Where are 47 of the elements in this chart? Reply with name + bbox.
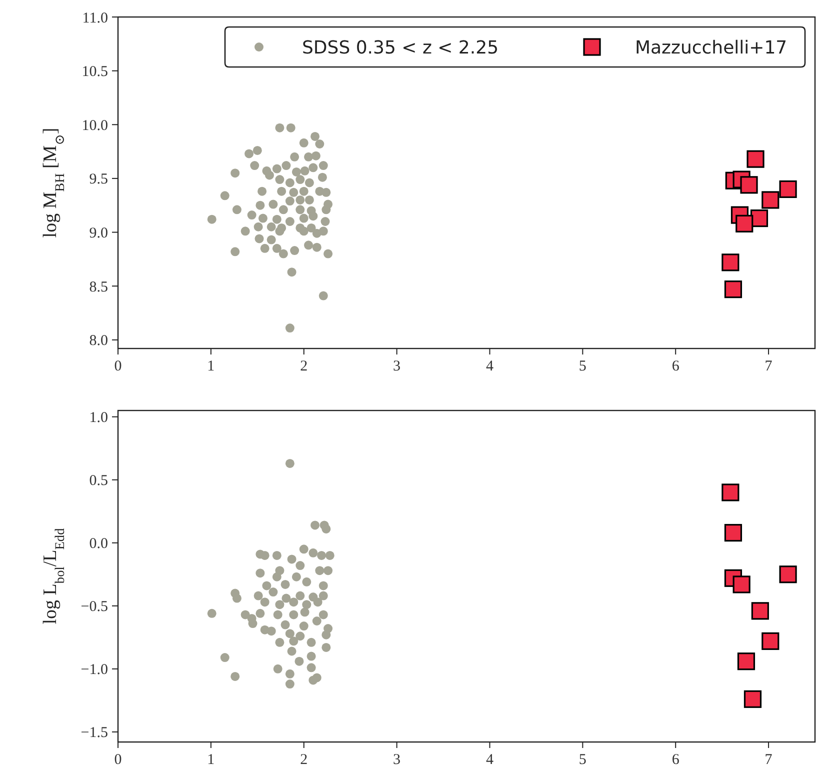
point [746,150,764,168]
point [779,566,797,584]
point [737,652,756,670]
x-tick-label: 2 [300,752,308,768]
x-tick-label: 4 [486,358,494,374]
y-tick-label: −0.5 [80,599,108,616]
y-tick-label: 9.0 [89,226,108,242]
x-tick-label: 0 [114,358,122,374]
point [762,632,780,650]
y-tick-label: 0.0 [89,536,108,552]
x-tick-label: 2 [300,358,308,374]
x-tick-label: 3 [393,358,401,374]
x-tick-label: 1 [207,358,215,374]
x-tick-label: 7 [764,752,773,768]
point [751,602,769,620]
y-tick-label: 0.5 [89,473,108,490]
y-tick-label: −1.5 [80,725,108,742]
x-tick-label: 4 [486,752,494,768]
x-tick-label: 5 [578,358,586,374]
y-tick-label: 8.5 [89,279,108,296]
point [722,254,740,272]
x-tick-label: 5 [578,752,586,768]
y-tick-label: 10.0 [82,118,108,134]
point [736,214,754,232]
point [732,576,750,594]
y-tick-label: −1.0 [80,662,108,678]
x-tick-label: 0 [114,752,122,768]
x-tick-label: 3 [393,752,401,768]
y-tick-label: 10.5 [82,64,108,80]
x-tick-label: 6 [672,358,680,374]
point [779,180,797,198]
y-tick-label: 1.0 [89,410,108,426]
legend-label: Mazzucchelli+17 [635,37,788,58]
point [724,524,742,542]
point [724,280,742,298]
y-tick-label: 9.5 [89,172,108,188]
point [740,176,758,194]
point [750,209,768,228]
point [722,484,740,502]
x-tick-label: 7 [764,358,773,374]
x-tick-label: 1 [207,752,215,768]
y-tick-label: 11.0 [82,10,108,26]
point [744,690,762,708]
legend-label: SDSS 0.35 < z < 2.25 [302,37,499,58]
point [762,191,780,209]
x-tick-label: 6 [672,752,680,768]
y-tick-label: 8.0 [89,333,108,350]
